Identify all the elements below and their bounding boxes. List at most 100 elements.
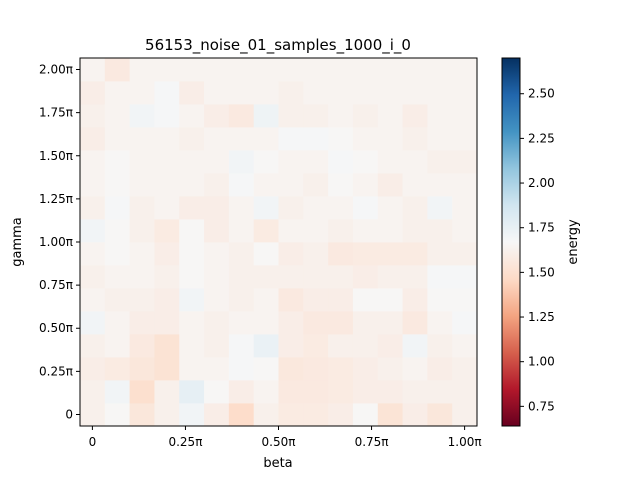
- heatmap-cell: [228, 150, 255, 174]
- heatmap-cell: [204, 242, 230, 266]
- heatmap-cell: [402, 81, 428, 105]
- heatmap-cell: [303, 402, 329, 427]
- heatmap-cell: [377, 127, 403, 151]
- heatmap-cell: [303, 218, 329, 243]
- heatmap-cell: [204, 173, 230, 197]
- y-tick-label: 1.75π: [39, 106, 73, 120]
- heatmap-cell: [427, 356, 453, 381]
- colorbar: [501, 57, 521, 427]
- heatmap-cell: [204, 402, 230, 427]
- heatmap-cell: [104, 150, 131, 174]
- heatmap-cell: [179, 242, 205, 266]
- heatmap-cell: [352, 81, 379, 105]
- heatmap-cell: [104, 311, 131, 335]
- heatmap-cell: [129, 196, 155, 220]
- heatmap-cell: [278, 104, 304, 128]
- heatmap-cell: [328, 173, 354, 197]
- heatmap-cell: [204, 127, 230, 151]
- heatmap-cell: [452, 402, 478, 427]
- heatmap-cell: [452, 150, 478, 174]
- heatmap-cell: [129, 334, 155, 358]
- heatmap-cell: [154, 150, 180, 174]
- heatmap-cell: [204, 334, 230, 358]
- heatmap-cell: [303, 242, 329, 266]
- heatmap-cell: [402, 287, 428, 312]
- heatmap-cell: [328, 380, 354, 404]
- heatmap-cell: [402, 173, 428, 197]
- heatmap-cell: [352, 104, 379, 128]
- heatmap-cell: [179, 218, 205, 243]
- heatmap-cell: [179, 81, 205, 105]
- heatmap-cell: [79, 173, 106, 197]
- heatmap-cell: [154, 196, 180, 220]
- heatmap-cell: [303, 81, 329, 105]
- heatmap-cell: [179, 311, 205, 335]
- heatmap-cell: [253, 380, 279, 404]
- heatmap-cell: [352, 380, 379, 404]
- heatmap-cell: [253, 334, 279, 358]
- heatmap-cell: [352, 218, 379, 243]
- heatmap-cell: [154, 127, 180, 151]
- heatmap-cell: [452, 196, 478, 220]
- heatmap-cell: [427, 104, 453, 128]
- heatmap-cell: [253, 287, 279, 312]
- heatmap-cell: [328, 218, 354, 243]
- colorbar-tick-label: 1.00: [528, 355, 555, 369]
- heatmap-cell: [253, 81, 279, 105]
- heatmap-cell: [104, 81, 131, 105]
- heatmap-cell: [79, 334, 106, 358]
- heatmap-cell: [204, 104, 230, 128]
- heatmap-cell: [402, 127, 428, 151]
- heatmap-cell: [179, 127, 205, 151]
- heatmap-cell: [303, 127, 329, 151]
- heatmap-cell: [377, 402, 403, 427]
- heatmap-cell: [452, 287, 478, 312]
- heatmap-cell: [129, 380, 155, 404]
- heatmap-cell: [79, 127, 106, 151]
- heatmap-cell: [377, 265, 403, 289]
- heatmap-cell: [278, 265, 304, 289]
- heatmap-cell: [253, 218, 279, 243]
- x-tick-label: 0.25π: [168, 435, 202, 449]
- heatmap-cell: [402, 380, 428, 404]
- heatmap-cell: [228, 173, 255, 197]
- colorbar-tick-label: 2.50: [528, 87, 555, 101]
- colorbar-tick-label: 0.75: [528, 399, 555, 413]
- heatmap-cell: [204, 265, 230, 289]
- heatmap-cell: [104, 104, 131, 128]
- heatmap-cell: [129, 311, 155, 335]
- heatmap-cell: [228, 104, 255, 128]
- heatmap-cell: [104, 380, 131, 404]
- heatmap-cell: [79, 380, 106, 404]
- chart-title: 56153_noise_01_samples_1000_i_0: [145, 36, 411, 55]
- heatmap-cell: [278, 334, 304, 358]
- heatmap-cell: [303, 287, 329, 312]
- heatmap-cell: [377, 196, 403, 220]
- heatmap-cell: [352, 58, 379, 82]
- heatmap-cell: [104, 218, 131, 243]
- colorbar-tick-label: 1.25: [528, 310, 555, 324]
- heatmap-cell: [204, 380, 230, 404]
- heatmap-cell: [228, 334, 255, 358]
- heatmap-cell: [79, 196, 106, 220]
- heatmap-cell: [278, 81, 304, 105]
- heatmap-cell: [377, 104, 403, 128]
- heatmap-cell: [154, 104, 180, 128]
- heatmap-cell: [402, 242, 428, 266]
- heatmap-cell: [402, 150, 428, 174]
- heatmap-cell: [253, 242, 279, 266]
- heatmap-cell: [352, 127, 379, 151]
- heatmap-cell: [253, 58, 279, 82]
- heatmap-cell: [427, 150, 453, 174]
- heatmap-cell: [179, 150, 205, 174]
- heatmap-cell: [328, 265, 354, 289]
- heatmap-cell: [303, 265, 329, 289]
- heatmap-cell: [228, 311, 255, 335]
- heatmap-cell: [79, 81, 106, 105]
- heatmap-cell: [79, 287, 106, 312]
- heatmap-cell: [452, 127, 478, 151]
- heatmap-cell: [303, 380, 329, 404]
- heatmap-cell: [154, 81, 180, 105]
- heatmap-cell: [377, 380, 403, 404]
